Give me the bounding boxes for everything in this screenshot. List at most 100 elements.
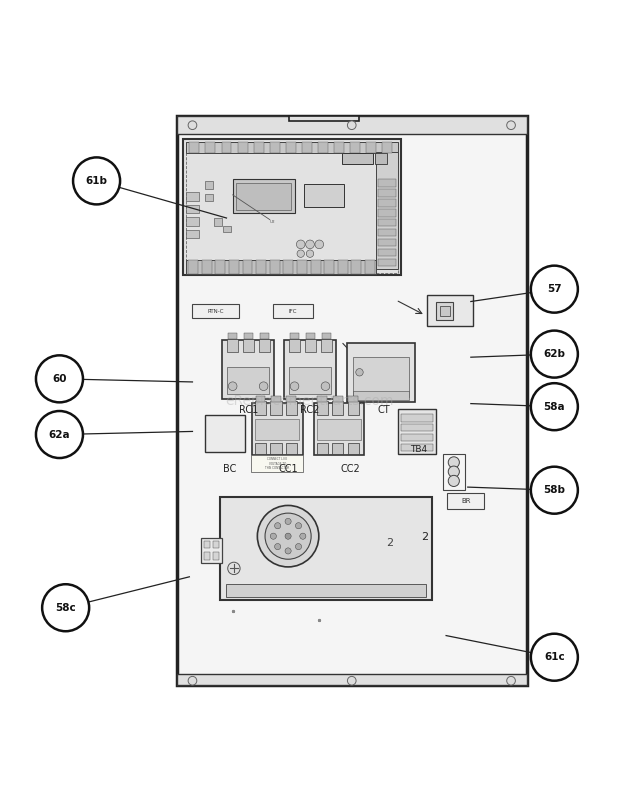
Bar <box>302 142 312 153</box>
Circle shape <box>36 411 83 458</box>
Bar <box>185 142 398 273</box>
Bar <box>192 304 239 318</box>
Bar <box>227 367 270 393</box>
Circle shape <box>507 676 515 685</box>
Circle shape <box>285 548 291 554</box>
Bar <box>401 414 433 421</box>
Bar <box>290 333 299 339</box>
Bar <box>200 538 222 562</box>
Bar <box>348 396 358 402</box>
Bar <box>401 444 433 451</box>
Circle shape <box>297 250 304 257</box>
Text: BR: BR <box>461 498 471 504</box>
Bar <box>322 333 330 339</box>
Bar <box>399 409 436 453</box>
Circle shape <box>257 505 319 567</box>
Bar <box>378 209 396 216</box>
Circle shape <box>531 634 578 681</box>
Bar <box>317 443 328 454</box>
Bar <box>332 443 343 454</box>
Bar <box>286 401 297 415</box>
Text: CC2: CC2 <box>340 464 360 473</box>
Bar <box>378 199 396 207</box>
Bar <box>223 226 231 232</box>
Circle shape <box>531 383 578 430</box>
Bar <box>317 401 328 415</box>
Bar <box>348 443 359 454</box>
Bar <box>314 403 365 455</box>
Bar <box>383 142 392 153</box>
Bar <box>378 239 396 246</box>
Circle shape <box>296 523 301 529</box>
Text: RC1: RC1 <box>239 405 258 415</box>
Bar <box>205 416 245 453</box>
Bar <box>317 419 361 440</box>
Circle shape <box>356 368 363 376</box>
Bar <box>284 340 336 399</box>
Circle shape <box>315 240 324 248</box>
Bar <box>378 219 396 227</box>
Bar <box>447 493 484 509</box>
Circle shape <box>507 121 515 130</box>
Bar <box>353 391 409 400</box>
Circle shape <box>448 466 459 477</box>
Circle shape <box>448 475 459 486</box>
Bar <box>378 259 396 266</box>
Bar <box>183 139 401 276</box>
Bar <box>347 343 415 401</box>
Circle shape <box>290 382 299 391</box>
Bar <box>311 260 321 274</box>
Bar <box>203 541 210 549</box>
Bar <box>226 584 426 598</box>
Bar <box>378 229 396 236</box>
Bar <box>251 455 303 473</box>
Text: 58a: 58a <box>544 401 565 412</box>
Text: 57: 57 <box>547 284 562 294</box>
Text: eReplacementParts.com: eReplacementParts.com <box>226 393 394 408</box>
Bar <box>189 142 199 153</box>
Bar <box>232 179 294 213</box>
Bar <box>324 260 334 274</box>
Circle shape <box>275 544 281 549</box>
Bar <box>186 260 376 274</box>
Circle shape <box>296 240 305 248</box>
Circle shape <box>306 250 314 257</box>
Circle shape <box>228 382 237 391</box>
Bar <box>318 142 328 153</box>
Bar <box>255 396 265 402</box>
Circle shape <box>285 518 291 525</box>
Bar <box>286 142 296 153</box>
Bar <box>289 339 300 352</box>
Text: U2: U2 <box>270 219 275 223</box>
Bar <box>220 497 432 600</box>
Bar <box>436 303 453 320</box>
Bar <box>286 443 297 454</box>
Bar <box>237 142 247 153</box>
Circle shape <box>36 356 83 402</box>
Bar <box>205 194 213 201</box>
Bar <box>289 367 331 393</box>
Bar <box>186 192 198 201</box>
Circle shape <box>188 121 197 130</box>
Bar <box>202 260 211 274</box>
Bar <box>227 339 238 352</box>
Circle shape <box>270 533 277 539</box>
Bar <box>213 541 219 549</box>
Text: 2: 2 <box>421 532 428 541</box>
Bar <box>177 116 526 685</box>
Circle shape <box>299 533 306 539</box>
Bar <box>213 552 219 560</box>
Bar <box>255 419 299 440</box>
Bar <box>242 260 252 274</box>
Bar <box>203 552 210 560</box>
Bar <box>289 116 359 121</box>
Text: 61c: 61c <box>544 652 565 662</box>
Bar <box>270 401 281 415</box>
Text: BC: BC <box>223 464 236 473</box>
Bar <box>255 401 266 415</box>
Bar <box>270 443 281 454</box>
Bar <box>229 260 239 274</box>
Circle shape <box>259 382 268 391</box>
Bar <box>378 248 396 256</box>
Bar <box>186 142 397 153</box>
